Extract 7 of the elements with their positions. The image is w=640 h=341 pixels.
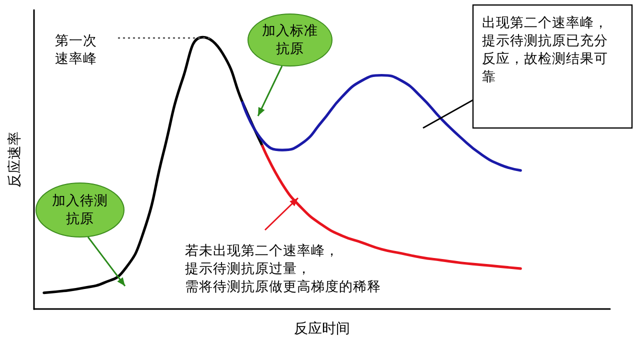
annotation: 第一次速率峰 xyxy=(55,33,97,67)
x-axis-title: 反应时间 xyxy=(294,321,350,337)
annotation: 加入标准抗原 xyxy=(262,23,318,57)
annotation: 加入待测抗原 xyxy=(52,193,108,227)
y-axis-title: 反应速率 xyxy=(7,132,23,188)
annotation: 若未出现第二个速率峰，提示待测抗原过量，需将待测抗原做更高梯度的稀释 xyxy=(185,243,381,295)
annotation: 出现第二个速率峰，提示待测抗原已充分反应，故检测结果可靠 xyxy=(482,15,608,85)
